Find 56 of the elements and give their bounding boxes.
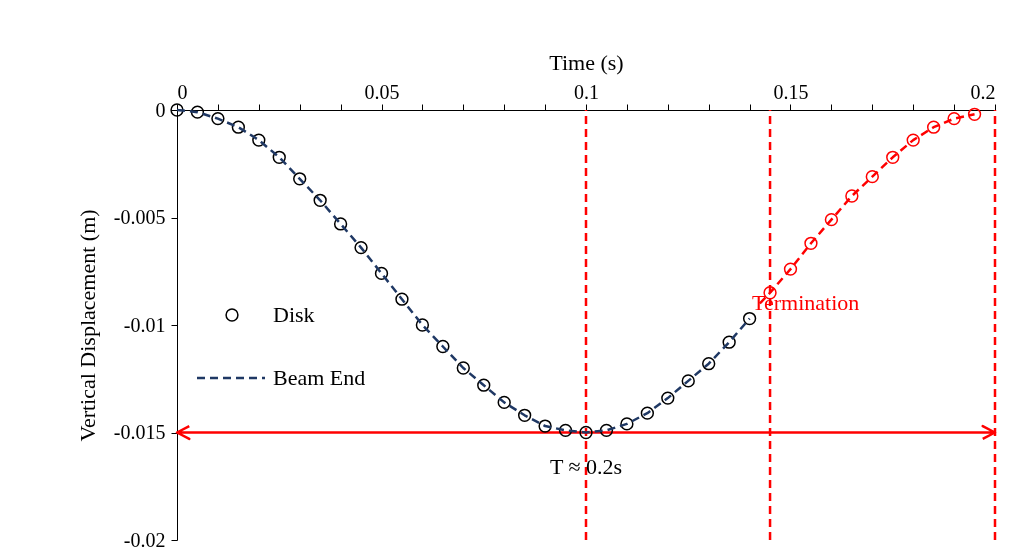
annotation: T ≈ 0.2s	[549, 453, 623, 479]
point	[436, 339, 450, 354]
point	[886, 150, 900, 164]
point	[579, 425, 593, 440]
point	[783, 262, 798, 276]
x-tick-label: 0.05	[364, 80, 400, 103]
point	[293, 172, 307, 186]
point	[497, 395, 511, 410]
point	[477, 378, 491, 392]
y-tick-label: -0.02	[123, 528, 166, 550]
x-tick-label: 0.15	[773, 80, 809, 103]
point	[211, 111, 225, 126]
point	[926, 120, 941, 134]
point	[947, 111, 961, 126]
point	[558, 423, 573, 437]
x-tick-label: 0.2	[970, 80, 996, 103]
point	[354, 240, 368, 255]
y-tick-label: -0.01	[123, 313, 166, 336]
line-series	[175, 108, 751, 434]
point	[742, 311, 757, 326]
point	[804, 236, 818, 250]
ref-line-label: Termination	[752, 290, 860, 315]
legend-label: Beam End	[273, 365, 366, 390]
point	[313, 193, 327, 207]
point	[906, 133, 920, 147]
point	[456, 361, 470, 375]
legend-label: Disk	[273, 302, 315, 327]
point	[599, 423, 614, 437]
point	[865, 170, 879, 184]
point	[824, 213, 839, 227]
point	[967, 107, 982, 121]
point	[170, 103, 184, 117]
point	[845, 189, 859, 203]
point	[374, 266, 389, 281]
point	[620, 417, 634, 431]
point	[252, 133, 266, 147]
y-tick-label: -0.005	[113, 206, 166, 228]
point	[640, 406, 655, 420]
point	[517, 408, 532, 422]
point	[702, 357, 716, 371]
point	[272, 150, 286, 164]
y-tick-label: 0	[155, 98, 166, 121]
point	[722, 335, 736, 349]
x-tick-label: 0	[177, 80, 188, 103]
point	[415, 318, 430, 332]
point	[681, 374, 695, 388]
point	[661, 391, 675, 405]
x-axis-title: Time (s)	[549, 49, 624, 75]
y-tick-label: -0.015	[113, 421, 166, 443]
point	[395, 292, 409, 306]
point	[190, 105, 205, 119]
point	[333, 217, 348, 231]
point	[538, 419, 552, 433]
point	[231, 120, 246, 134]
y-axis-title: Vertical Displacement (m)	[74, 209, 100, 442]
x-tick-label: 0.1	[574, 80, 599, 103]
